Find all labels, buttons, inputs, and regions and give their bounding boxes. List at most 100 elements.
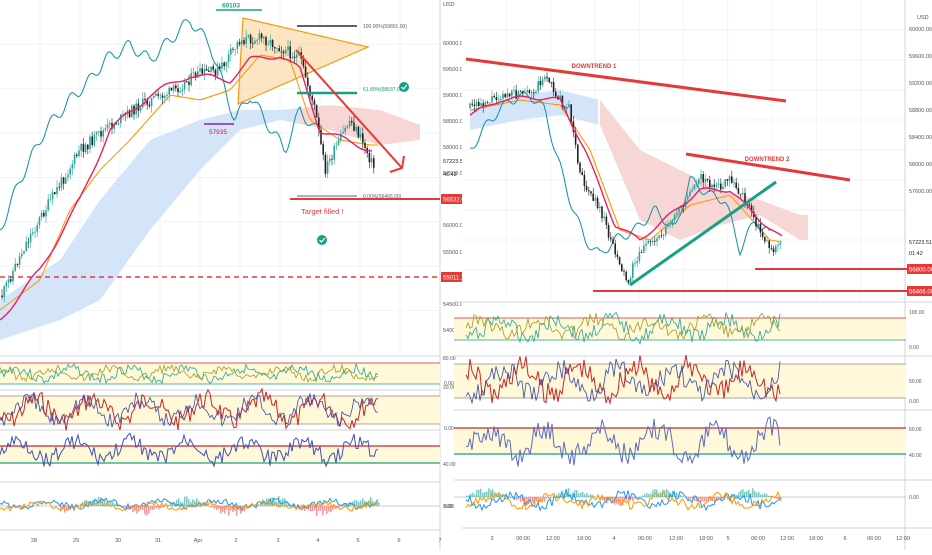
left-candle-body: [56, 187, 58, 194]
left-candle-body: [265, 37, 267, 45]
right-macd-bar: [480, 489, 482, 497]
left-macd-bar: [142, 506, 144, 510]
right-currency-label: USD: [917, 15, 929, 21]
left-candle-body: [287, 46, 289, 50]
right-candle-body: [474, 105, 476, 106]
left-candle-body: [94, 135, 96, 145]
right-candle-body: [709, 180, 711, 187]
left-candle-body: [336, 145, 338, 146]
left-candle-body: [12, 271, 14, 281]
left-candle-body: [272, 40, 274, 47]
left-candle-body: [221, 63, 223, 69]
right-macd-bar: [736, 495, 738, 497]
right-macd-bar: [548, 497, 550, 498]
right-macd-bar: [702, 497, 704, 502]
left-candle-body: [47, 199, 49, 210]
right-candle-body: [623, 271, 625, 272]
right-candle-body: [606, 217, 608, 225]
right-macd-bar: [758, 492, 760, 497]
left-macd-bar: [168, 505, 170, 506]
check-icon: [317, 235, 327, 245]
right-candle-body: [612, 239, 614, 243]
right-candle-body: [529, 90, 531, 93]
left-candle-body: [278, 48, 280, 51]
left-candle-body: [41, 213, 43, 217]
left-candle-body: [164, 96, 166, 98]
right-time-tick: 06:00: [516, 536, 530, 542]
left-candle-body: [149, 105, 151, 106]
right-candle-body: [546, 77, 548, 78]
left-candle-body: [10, 279, 12, 281]
right-candle-body: [661, 235, 663, 236]
right-countdown: 01:42: [909, 251, 923, 257]
left-candle-body: [153, 96, 155, 98]
right-candle-body: [700, 174, 702, 179]
right-macd-bar: [732, 495, 734, 497]
left-macd-bar: [324, 506, 326, 511]
left-candle-body: [259, 34, 261, 40]
right-macd-bar: [680, 495, 682, 497]
right-candle-body: [779, 243, 781, 245]
left-candle-body: [342, 132, 344, 134]
right-candle-body: [643, 246, 645, 253]
left-macd-bar: [282, 498, 284, 506]
left-candle-body: [91, 137, 93, 146]
left-candle-body: [226, 62, 228, 66]
left-candle-body: [188, 82, 190, 85]
left-candle-body: [261, 34, 263, 39]
right-macd-bar: [646, 493, 648, 497]
left-candle-body: [320, 130, 322, 145]
right-macd-bar: [634, 497, 636, 499]
right-candle-body: [621, 264, 623, 271]
right-candle-body: [764, 237, 766, 242]
right-candle-body: [669, 225, 671, 226]
left-candle-body: [245, 37, 247, 44]
right-candle-body: [586, 186, 588, 190]
right-candle-body: [590, 191, 592, 193]
left-low-label: 57935: [209, 129, 227, 136]
right-macd-bar: [594, 496, 596, 497]
right-osc1-tick: 0.00: [909, 345, 919, 351]
left-candle-body: [155, 94, 157, 96]
left-candle-body: [144, 99, 146, 100]
right-macd-bar: [762, 495, 764, 497]
right-macd-bar: [482, 493, 484, 497]
left-candle-body: [23, 251, 25, 254]
right-osc-left-tick: 0.00: [444, 381, 454, 387]
right-candle-body: [639, 252, 641, 261]
right-candle-body: [595, 198, 597, 201]
left-candle-body: [78, 150, 80, 155]
right-support-1-tag: 56800.00: [909, 268, 932, 274]
right-candle-body: [625, 272, 627, 280]
right-candle-body: [722, 187, 724, 190]
left-macd-bar: [226, 506, 228, 510]
right-macd-bar: [590, 494, 592, 497]
right-candle-body: [742, 193, 744, 194]
right-candle-body: [533, 92, 535, 93]
right-macd-bar: [690, 497, 692, 499]
right-macd-tick: 0.00: [909, 495, 919, 501]
right-time-tick: 06:00: [638, 536, 652, 542]
right-candle-body: [608, 225, 610, 238]
left-candle-body: [184, 81, 186, 89]
left-macd-bar: [312, 506, 314, 511]
right-candle-body: [476, 102, 478, 106]
left-fib-100-label: 100.00%(59801.00): [363, 24, 407, 30]
right-candle-body: [656, 238, 658, 241]
right-candle-body: [630, 278, 632, 283]
right-candle-body: [498, 99, 500, 100]
right-candle-body: [544, 77, 546, 79]
right-candle-body: [729, 176, 731, 180]
right-time-tick: 18:00: [809, 536, 823, 542]
left-candle-body: [173, 85, 175, 90]
right-macd-bar: [588, 495, 590, 497]
right-price-tick: 58000.00: [909, 162, 932, 168]
right-background: [462, 0, 932, 550]
right-macd-bar: [510, 497, 512, 498]
right-last-price: 57223.51: [909, 240, 932, 246]
left-time-tick: Apr: [194, 538, 203, 544]
left-candle-body: [256, 40, 258, 41]
right-candle-body: [588, 190, 590, 191]
left-candle-body: [267, 45, 269, 46]
left-candle-body: [212, 66, 214, 69]
